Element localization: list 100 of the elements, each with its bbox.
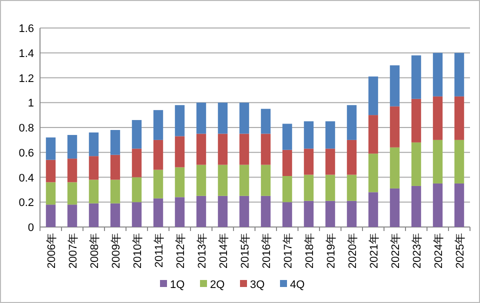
y-tick-label: 0.8 <box>18 122 34 134</box>
bar <box>260 108 271 134</box>
bar <box>346 174 357 201</box>
x-tick-label: 2025年 <box>454 233 466 268</box>
bar <box>304 174 314 201</box>
x-tick-label: 2013年 <box>196 233 208 268</box>
bar <box>196 102 206 134</box>
bar <box>132 177 142 202</box>
y-tick-label: 1 <box>28 98 34 110</box>
bar <box>432 183 443 227</box>
bar <box>325 148 336 175</box>
y-tick-label: 0.6 <box>18 147 34 160</box>
bar <box>454 52 464 96</box>
bar <box>346 105 357 140</box>
bar <box>390 106 400 148</box>
legend-label: 1Q <box>170 279 186 291</box>
bar <box>325 121 336 149</box>
bar <box>110 130 120 155</box>
bar <box>432 140 443 184</box>
bar <box>174 167 185 198</box>
x-tick-label: 2023年 <box>411 233 424 268</box>
legend-label: 2Q <box>210 279 226 291</box>
bar <box>88 156 99 180</box>
bar <box>196 196 206 227</box>
bar <box>454 183 464 227</box>
bar <box>260 134 271 165</box>
x-tick-label: 2009年 <box>110 233 122 268</box>
bar <box>153 170 164 198</box>
bar <box>239 134 250 165</box>
bar <box>88 180 99 204</box>
bar <box>411 142 422 186</box>
bar <box>153 198 164 227</box>
bar <box>239 196 250 227</box>
bar <box>368 115 378 154</box>
bar <box>368 76 378 116</box>
bar <box>239 102 250 134</box>
bar <box>346 140 357 175</box>
bar <box>325 174 336 201</box>
bar <box>325 200 336 227</box>
bar <box>88 132 99 156</box>
x-tick-label: 2016年 <box>260 233 273 268</box>
x-tick-label: 2006年 <box>46 233 58 268</box>
bar <box>218 134 228 165</box>
x-tick-label: 2014年 <box>218 233 230 268</box>
bar <box>67 158 78 182</box>
bar <box>46 182 56 205</box>
bar <box>260 196 271 227</box>
bar <box>282 124 292 150</box>
bar <box>67 182 78 205</box>
bar <box>432 52 443 96</box>
x-tick-label: 2019年 <box>325 233 338 268</box>
y-tick-label: 0 <box>28 222 34 234</box>
bar <box>153 110 164 140</box>
bar <box>110 154 120 180</box>
x-tick-label: 2007年 <box>67 233 80 268</box>
bar <box>304 121 314 149</box>
bar <box>411 55 422 99</box>
bar <box>260 164 271 196</box>
bar <box>46 137 56 160</box>
bar <box>132 202 142 227</box>
bar <box>110 203 120 227</box>
y-tick-label: 1.2 <box>18 72 34 85</box>
bar <box>454 96 464 140</box>
bar <box>196 134 206 165</box>
bar <box>390 65 400 106</box>
bar <box>454 140 464 184</box>
x-tick-label: 2010年 <box>132 233 144 268</box>
bar <box>110 180 120 204</box>
bar <box>132 148 142 178</box>
y-tick-label: 0.4 <box>18 172 34 184</box>
x-tick-label: 2018年 <box>304 233 316 268</box>
bar <box>196 164 206 196</box>
x-tick-label: 2020年 <box>346 233 359 268</box>
x-tick-label: 2015年 <box>239 233 252 268</box>
legend-label: 4Q <box>290 279 306 291</box>
x-tick-label: 2021年 <box>368 233 380 268</box>
bar <box>218 164 228 196</box>
bar <box>67 134 78 159</box>
y-tick-label: 1.6 <box>18 23 34 35</box>
bar <box>239 164 250 196</box>
x-tick-label: 2017年 <box>282 233 294 268</box>
bar <box>132 120 142 149</box>
bar <box>174 136 185 168</box>
bar <box>368 192 378 227</box>
x-tick-label: 2008年 <box>88 233 101 268</box>
bar <box>304 200 314 227</box>
bar <box>174 105 185 136</box>
bar <box>46 160 56 182</box>
bar <box>390 188 400 227</box>
y-tick-label: 0.2 <box>18 197 34 210</box>
bar <box>88 203 99 227</box>
bar <box>411 186 422 227</box>
bar <box>46 204 56 227</box>
legend-label: 3Q <box>250 279 266 291</box>
bar <box>368 154 378 192</box>
x-tick-label: 2012年 <box>174 233 187 268</box>
bar <box>218 196 228 227</box>
bar <box>282 202 292 227</box>
bar <box>390 147 400 188</box>
bar <box>432 96 443 140</box>
